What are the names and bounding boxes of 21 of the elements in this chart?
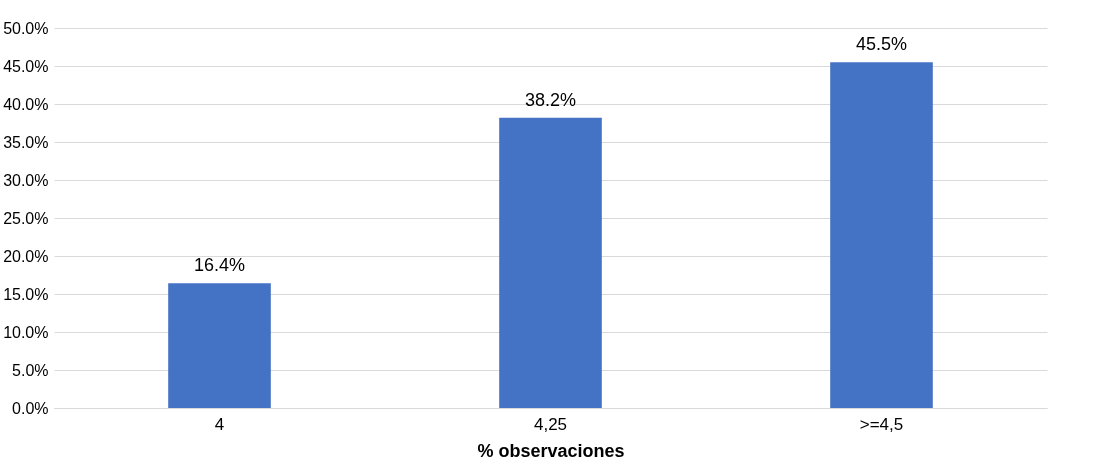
y-tick-label: 25.0% [3, 209, 49, 227]
x-axis-title: % observaciones [477, 440, 625, 461]
y-tick-label: 5.0% [12, 361, 49, 379]
x-tick-label: >=4,5 [859, 414, 904, 434]
data-label: 38.2% [524, 89, 577, 110]
data-label: 16.4% [193, 255, 246, 276]
x-tick-label: 4 [214, 414, 225, 434]
bar [499, 117, 602, 408]
y-tick-label: 15.0% [3, 285, 49, 303]
x-tick-label: 4,25 [533, 414, 568, 434]
y-tick-label: 45.0% [3, 57, 49, 75]
bar [168, 283, 271, 408]
y-tick-label: 50.0% [3, 19, 49, 37]
y-tick-label: 20.0% [3, 247, 49, 265]
data-label: 45.5% [855, 34, 908, 55]
y-tick-label: 35.0% [3, 133, 49, 151]
y-tick-label: 10.0% [3, 323, 49, 341]
y-tick-label: 30.0% [3, 171, 49, 189]
y-tick-label: 0.0% [12, 399, 49, 417]
y-tick-label: 40.0% [3, 95, 49, 113]
bar [830, 62, 933, 408]
